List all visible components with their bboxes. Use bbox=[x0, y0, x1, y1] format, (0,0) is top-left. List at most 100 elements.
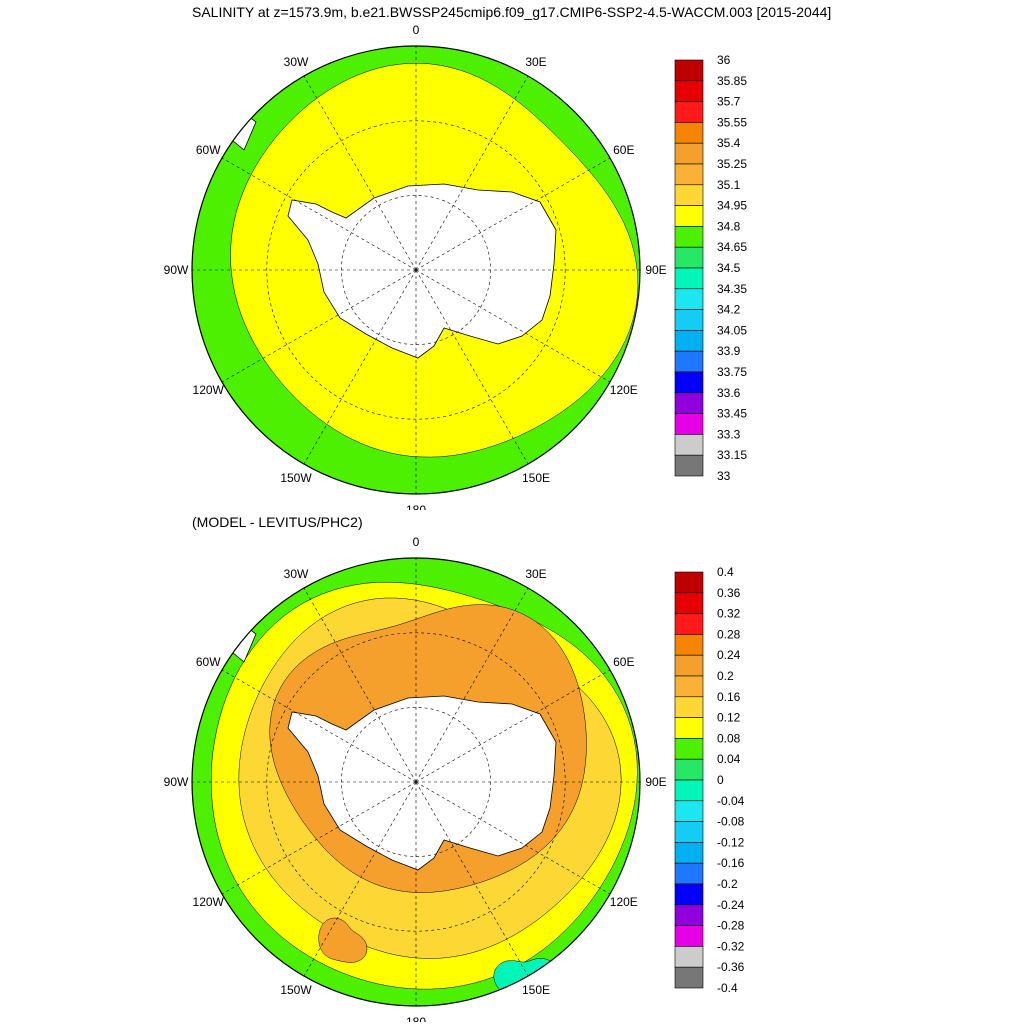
latitude-circle-2 bbox=[266, 632, 566, 932]
longitude-label: 30E bbox=[525, 567, 546, 581]
longitude-label: 30E bbox=[525, 55, 546, 69]
longitude-label: 120E bbox=[610, 895, 638, 909]
colorbar-tick-label: 0.2 bbox=[717, 669, 734, 683]
meridian-line-1 bbox=[415, 75, 529, 271]
meridian-line-5 bbox=[415, 269, 529, 465]
colorbar-swatch bbox=[674, 966, 704, 989]
meridian-line-11 bbox=[303, 75, 417, 271]
colorbar-swatch bbox=[674, 226, 704, 248]
colorbar-tick-label: 33.6 bbox=[717, 386, 741, 400]
longitude-label: 30W bbox=[284, 567, 309, 581]
colorbar-swatch bbox=[674, 371, 704, 394]
longitude-label: 150E bbox=[522, 471, 550, 485]
colorbar-tick-label: -0.24 bbox=[717, 898, 745, 912]
difference-subtitle: (MODEL - LEVITUS/PHC2) bbox=[192, 514, 363, 530]
longitude-label: 0 bbox=[413, 23, 420, 37]
colorbar-swatch bbox=[674, 946, 704, 968]
colorbar-tick-label: -0.04 bbox=[717, 794, 745, 808]
colorbar-tick-label: -0.36 bbox=[717, 960, 745, 974]
colorbar-swatch bbox=[674, 288, 704, 310]
longitude-label: 0 bbox=[413, 535, 420, 549]
colorbar-tick-label: 0 bbox=[717, 773, 724, 787]
longitude-label: 150W bbox=[280, 983, 312, 997]
colorbar-swatch bbox=[674, 738, 704, 760]
colorbar-tick-label: -0.32 bbox=[717, 939, 745, 953]
meridian-line-7 bbox=[303, 269, 417, 465]
colorbar-tick-label: 0.04 bbox=[717, 752, 741, 766]
meridian-line-4 bbox=[415, 781, 611, 895]
colorbar-tick-label: 35.7 bbox=[717, 95, 741, 109]
longitude-label: 90E bbox=[645, 263, 666, 277]
meridian-line-2 bbox=[415, 669, 611, 783]
colorbar-swatch bbox=[674, 758, 704, 781]
colorbar-swatch bbox=[674, 205, 704, 227]
colorbar-tick-label: 35.85 bbox=[717, 74, 747, 88]
colorbar-tick-label: -0.12 bbox=[717, 835, 745, 849]
longitude-label: 120E bbox=[610, 383, 638, 397]
longitude-label: 180 bbox=[406, 503, 426, 510]
colorbar-swatch bbox=[674, 592, 704, 614]
colorbar-tick-label: 34.2 bbox=[717, 303, 741, 317]
longitude-label: 90W bbox=[164, 263, 189, 277]
colorbar-tick-label: 33 bbox=[717, 469, 731, 483]
latitude-circle-2 bbox=[266, 120, 566, 420]
colorbar-tick-label: 0.08 bbox=[717, 731, 741, 745]
colorbar-swatch bbox=[674, 184, 704, 206]
colorbar-swatch bbox=[674, 142, 704, 165]
longitude-label: 30W bbox=[284, 55, 309, 69]
meridian-line-4 bbox=[415, 269, 611, 383]
longitude-label: 60E bbox=[613, 655, 634, 669]
colorbar-swatch bbox=[674, 80, 704, 102]
colorbar-swatch bbox=[674, 883, 704, 906]
meridian-line-8 bbox=[221, 269, 417, 383]
colorbar-swatch bbox=[674, 717, 704, 739]
colorbar-swatch bbox=[674, 122, 704, 144]
longitude-label: 60W bbox=[196, 655, 221, 669]
colorbar-tick-label: 35.55 bbox=[717, 115, 747, 129]
longitude-label: 60W bbox=[196, 143, 221, 157]
colorbar-swatch bbox=[674, 163, 704, 186]
meridian-line-10 bbox=[221, 157, 417, 271]
colorbar-tick-label: 35.1 bbox=[717, 178, 741, 192]
colorbar-swatch bbox=[674, 862, 704, 885]
map-border bbox=[191, 45, 641, 495]
longitude-label: 180 bbox=[406, 1015, 426, 1022]
colorbar-tick-label: 33.45 bbox=[717, 407, 747, 421]
colorbar-swatch bbox=[674, 309, 704, 331]
map-border bbox=[191, 557, 641, 1007]
colorbar-tick-label: 33.75 bbox=[717, 365, 747, 379]
meridian-line-7 bbox=[303, 781, 417, 977]
colorbar-swatch bbox=[674, 800, 704, 822]
colorbar-swatch bbox=[674, 246, 704, 269]
colorbar-swatch bbox=[674, 101, 704, 123]
colorbar-swatch bbox=[674, 434, 704, 456]
difference-local-minimum bbox=[493, 958, 558, 1005]
colorbar-swatch bbox=[674, 571, 704, 594]
colorbar-tick-label: -0.28 bbox=[717, 919, 745, 933]
colorbar-tick-label: -0.16 bbox=[717, 856, 745, 870]
colorbar-tick-label: 0.32 bbox=[717, 607, 741, 621]
colorbar-swatch bbox=[674, 59, 704, 82]
colorbar-tick-label: 33.9 bbox=[717, 344, 741, 358]
colorbar-swatch bbox=[674, 613, 704, 635]
colorbar-swatch bbox=[674, 654, 704, 677]
colorbar-swatch bbox=[674, 413, 704, 435]
colorbar-tick-label: 0.28 bbox=[717, 627, 741, 641]
colorbar-tick-label: 34.35 bbox=[717, 282, 747, 296]
colorbar-tick-label: 0.16 bbox=[717, 690, 741, 704]
colorbar-tick-label: -0.4 bbox=[717, 981, 738, 995]
difference-map-panel: 0 30E 60E 90E 120E 150E 180 150W 120W 90W 60W 30W 0.… bbox=[164, 535, 745, 1022]
colorbar-tick-label: 0.36 bbox=[717, 586, 741, 600]
colorbar-tick-label: 34.5 bbox=[717, 261, 741, 275]
colorbar-tick-label: 36 bbox=[717, 53, 731, 67]
colorbar-tick-label: -0.2 bbox=[717, 877, 738, 891]
meridian-line-8 bbox=[221, 781, 417, 895]
longitude-label: 120W bbox=[193, 383, 225, 397]
meridian-line-10 bbox=[221, 669, 417, 783]
plot-title: SALINITY at z=1573.9m, b.e21.BWSSP245cmi… bbox=[192, 4, 832, 20]
longitude-label: 90W bbox=[164, 775, 189, 789]
longitude-label: 120W bbox=[193, 895, 225, 909]
colorbar-swatch bbox=[674, 392, 704, 414]
colorbar-swatch bbox=[674, 350, 704, 373]
colorbar-tick-label: 34.8 bbox=[717, 219, 741, 233]
